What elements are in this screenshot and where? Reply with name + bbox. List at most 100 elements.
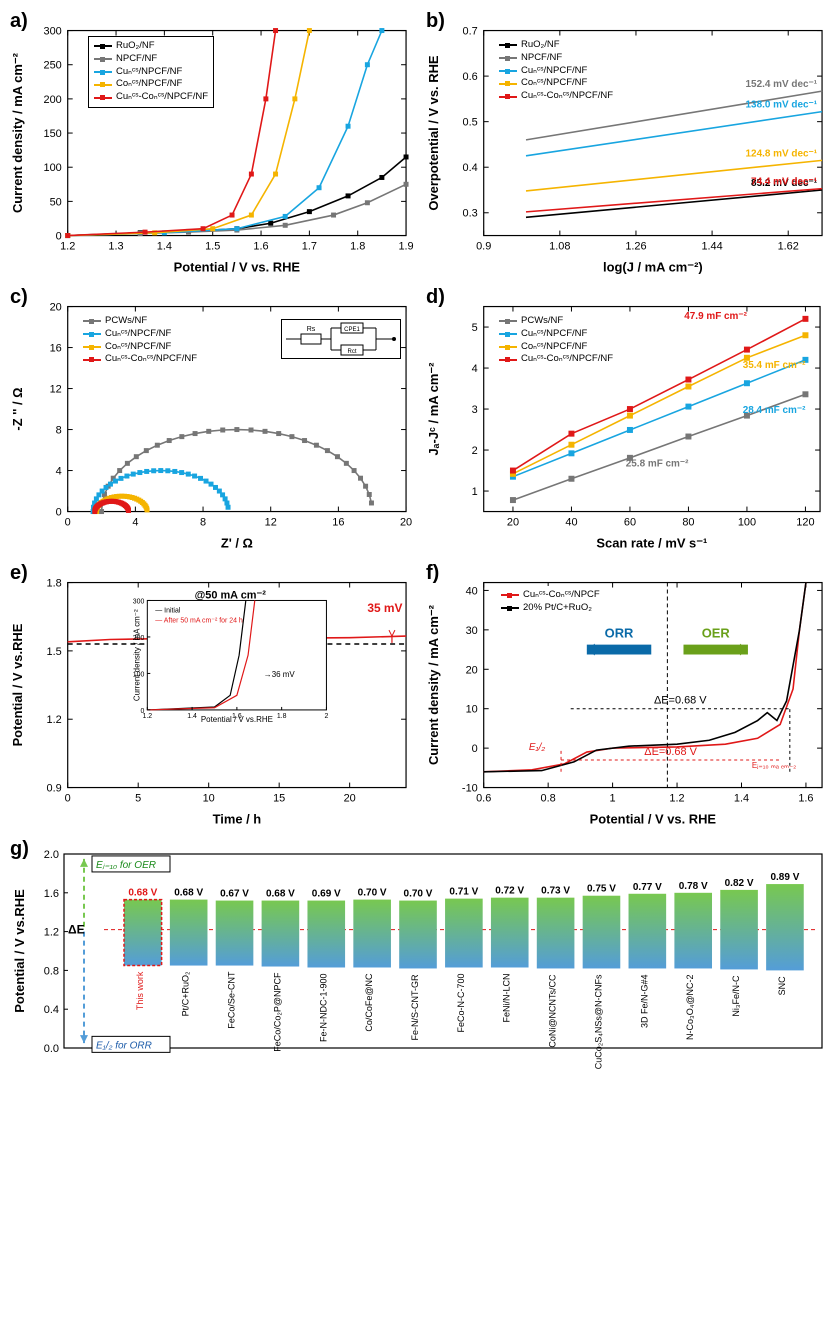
svg-text:0.4: 0.4 [44, 1004, 59, 1016]
svg-text:— After 50 mA cm⁻² for 24 h: — After 50 mA cm⁻² for 24 h [155, 617, 243, 624]
panel-e-label: e) [10, 562, 28, 585]
svg-text:1.6: 1.6 [798, 792, 813, 804]
svg-text:0.8: 0.8 [541, 792, 556, 804]
svg-text:200: 200 [43, 94, 61, 106]
svg-text:4: 4 [56, 466, 62, 478]
svg-text:1.4: 1.4 [157, 240, 172, 252]
svg-text:0.9: 0.9 [476, 240, 491, 252]
svg-text:200: 200 [133, 635, 145, 642]
svg-text:ΔE: ΔE [68, 923, 85, 937]
svg-text:Potential / V vs. RHE: Potential / V vs. RHE [590, 811, 717, 826]
panel-g: g) 0.00.40.81.21.62.0Potential / V vs.RH… [8, 836, 832, 1126]
svg-text:2: 2 [472, 445, 478, 457]
svg-text:0.6: 0.6 [476, 792, 491, 804]
svg-text:0.73 V: 0.73 V [541, 886, 570, 897]
svg-text:0.71 V: 0.71 V [449, 887, 478, 898]
svg-text:5: 5 [472, 322, 478, 334]
panel-f-legend: Cuₙᶜˢ-Coₙᶜˢ/NPCF20% Pt/C+RuO₂ [496, 586, 605, 618]
svg-text:Pt/C+RuO₂: Pt/C+RuO₂ [181, 971, 191, 1016]
svg-text:138.0 mV dec⁻¹: 138.0 mV dec⁻¹ [746, 100, 818, 111]
svg-text:5: 5 [135, 792, 141, 804]
svg-text:10: 10 [466, 704, 478, 716]
svg-text:FeCo/Se-CNT: FeCo/Se-CNT [227, 971, 237, 1029]
svg-text:Ni₃Fe/N-C: Ni₃Fe/N-C [731, 975, 741, 1017]
svg-text:0.5: 0.5 [463, 117, 478, 129]
svg-text:1.2: 1.2 [44, 927, 59, 939]
svg-text:0.6: 0.6 [463, 71, 478, 83]
svg-text:0.78 V: 0.78 V [679, 881, 708, 892]
svg-text:1.6: 1.6 [232, 713, 242, 720]
panel-d: d) 2040608010012012345Scan rate / mV s⁻¹… [424, 284, 832, 554]
svg-text:1.44: 1.44 [701, 240, 722, 252]
svg-text:74.4 mV dec⁻¹: 74.4 mV dec⁻¹ [751, 177, 817, 188]
svg-text:1.8: 1.8 [277, 713, 287, 720]
svg-text:0.68 V: 0.68 V [266, 889, 295, 900]
svg-text:This work: This work [135, 971, 145, 1010]
svg-text:ΔE=0.68 V: ΔE=0.68 V [644, 746, 697, 758]
svg-text:8: 8 [200, 516, 206, 528]
svg-text:60: 60 [624, 516, 636, 528]
panel-a-legend: RuO₂/NFNPCF/NFCuₙᶜˢ/NPCF/NFCoₙᶜˢ/NPCF/NF… [88, 36, 214, 108]
svg-text:ORR: ORR [605, 626, 634, 641]
svg-text:1.4: 1.4 [734, 792, 749, 804]
svg-text:1.3: 1.3 [108, 240, 123, 252]
svg-text:FeNi/N-LCN: FeNi/N-LCN [502, 973, 512, 1022]
svg-text:1.2: 1.2 [47, 714, 62, 726]
panel-b-label: b) [426, 10, 445, 33]
svg-text:OER: OER [702, 626, 731, 641]
panel-f: f) 0.60.811.21.41.6-10010203040Potential… [424, 560, 832, 830]
svg-text:1: 1 [610, 792, 616, 804]
svg-text:10: 10 [203, 792, 215, 804]
svg-text:0.70 V: 0.70 V [404, 889, 433, 900]
svg-text:120: 120 [796, 516, 814, 528]
svg-text:3: 3 [472, 404, 478, 416]
svg-text:3D Fe/N-G#4: 3D Fe/N-G#4 [639, 974, 649, 1028]
svg-text:40: 40 [466, 585, 478, 597]
svg-text:1.62: 1.62 [778, 240, 799, 252]
svg-text:Eⱼ₌₁₀ ₘₐ ₑₘ₋₂: Eⱼ₌₁₀ ₘₐ ₑₘ₋₂ [752, 761, 796, 770]
svg-text:log(J / mA cm⁻²): log(J / mA cm⁻²) [603, 259, 703, 274]
svg-text:100: 100 [43, 162, 61, 174]
svg-text:2: 2 [325, 713, 329, 720]
svg-text:→36 mV: →36 mV [264, 670, 296, 679]
svg-text:0.68 V: 0.68 V [128, 888, 157, 899]
svg-text:80: 80 [682, 516, 694, 528]
svg-text:Overpotential / V vs. RHE: Overpotential / V vs. RHE [426, 55, 441, 210]
svg-text:Potential / V vs.RHE: Potential / V vs.RHE [12, 889, 27, 1013]
svg-text:Co/CoFe@NC: Co/CoFe@NC [364, 973, 374, 1032]
svg-text:1.4: 1.4 [187, 713, 197, 720]
svg-text:CuCo₂S₄NSs@N-CNFs: CuCo₂S₄NSs@N-CNFs [593, 974, 603, 1069]
svg-text:50: 50 [50, 196, 62, 208]
svg-text:FeCo/Co₂P@NPCF: FeCo/Co₂P@NPCF [272, 972, 282, 1052]
svg-text:20: 20 [466, 664, 478, 676]
svg-text:Time / h: Time / h [213, 811, 262, 826]
svg-text:0.7: 0.7 [463, 26, 478, 38]
svg-text:— Initial: — Initial [155, 607, 181, 614]
panel-a-label: a) [10, 10, 28, 33]
svg-text:2.0: 2.0 [44, 849, 59, 861]
svg-text:28.4 mF cm⁻²: 28.4 mF cm⁻² [743, 405, 806, 416]
svg-text:0.67 V: 0.67 V [220, 889, 249, 900]
svg-text:N-Co₃O₄@NC-2: N-Co₃O₄@NC-2 [685, 974, 695, 1039]
svg-text:Fe-N-NDC-1-900: Fe-N-NDC-1-900 [318, 973, 328, 1042]
svg-text:@50 mA cm⁻²: @50 mA cm⁻² [195, 589, 267, 601]
panel-b: b) 0.91.081.261.441.620.30.40.50.60.7log… [424, 8, 832, 278]
svg-text:Current density / mA cm⁻²: Current density / mA cm⁻² [132, 609, 141, 701]
svg-text:Potential / V vs. RHE: Potential / V vs. RHE [174, 259, 301, 274]
svg-text:0.3: 0.3 [463, 208, 478, 220]
svg-text:Current density / mA cm⁻²: Current density / mA cm⁻² [426, 604, 441, 765]
svg-text:E₁/₂ for ORR: E₁/₂ for ORR [96, 1040, 152, 1051]
svg-text:E₁/₂: E₁/₂ [529, 742, 546, 753]
svg-text:CoNi@NCNTs/CC: CoNi@NCNTs/CC [548, 974, 558, 1048]
svg-text:0.72 V: 0.72 V [495, 886, 524, 897]
svg-text:Rct: Rct [348, 349, 357, 355]
panel-a: a) 1.21.31.41.51.61.71.81.90501001502002… [8, 8, 416, 278]
panel-b-legend: RuO₂/NFNPCF/NFCuₙᶜˢ/NPCF/NFCoₙᶜˢ/NPCF/NF… [494, 36, 618, 106]
svg-text:0.9: 0.9 [47, 783, 62, 795]
panel-c-label: c) [10, 286, 28, 309]
svg-text:1.08: 1.08 [549, 240, 570, 252]
svg-text:0: 0 [65, 516, 71, 528]
svg-text:16: 16 [50, 343, 62, 355]
panel-d-legend: PCWs/NFCuₙᶜˢ/NPCF/NFCoₙᶜˢ/NPCF/NFCuₙᶜˢ-C… [494, 312, 618, 369]
svg-text:0.75 V: 0.75 V [587, 884, 616, 895]
